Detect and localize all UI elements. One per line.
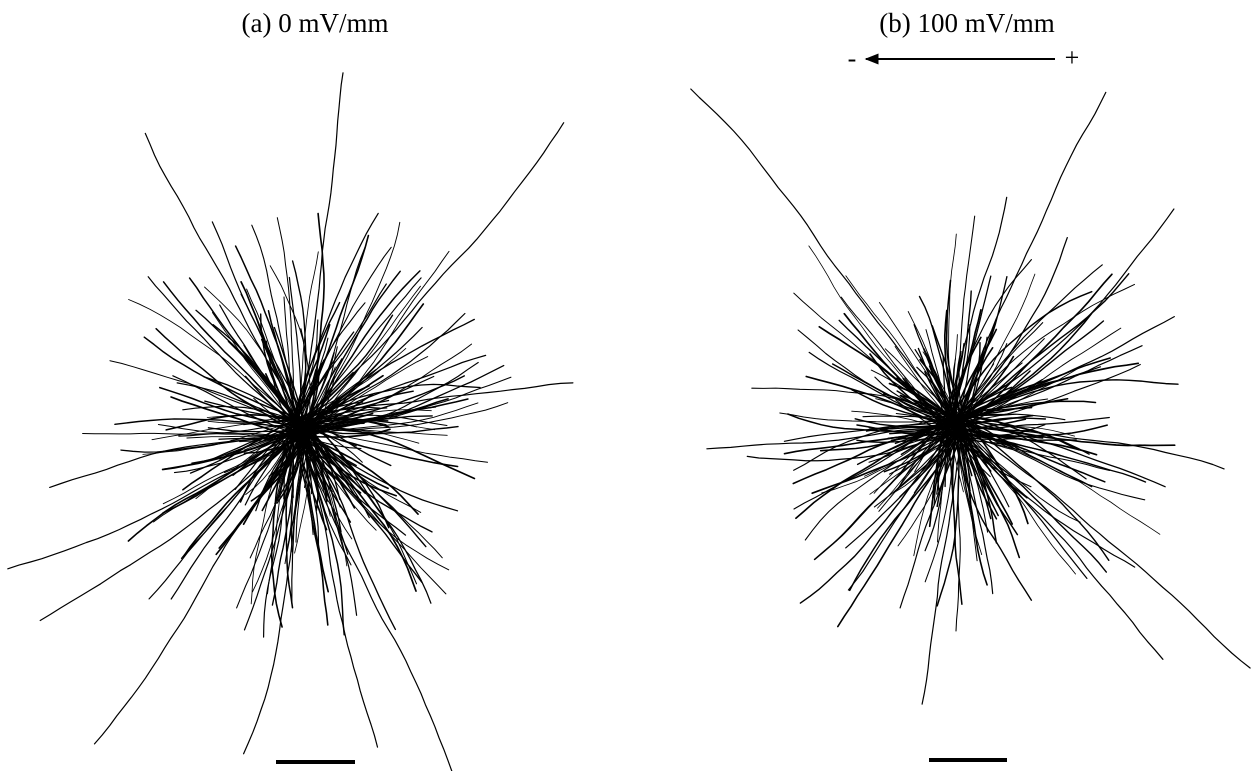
tracks-panel-b — [691, 89, 1250, 704]
negative-sign: - — [848, 44, 857, 73]
positive-sign: + — [1065, 43, 1080, 72]
panel-label: (a) 0 mV/mm — [242, 8, 389, 38]
track — [691, 89, 952, 418]
track — [960, 424, 1251, 668]
track — [848, 425, 960, 590]
figure: (a) 0 mV/mm (b) 100 mV/mm - + — [0, 0, 1259, 771]
panel-label: (b) 100 mV/mm — [879, 8, 1055, 38]
page: {"panels": [ {"label": "(a) 0 mV/mm"}, {… — [0, 0, 1259, 771]
tracks-panel-a — [8, 73, 573, 771]
